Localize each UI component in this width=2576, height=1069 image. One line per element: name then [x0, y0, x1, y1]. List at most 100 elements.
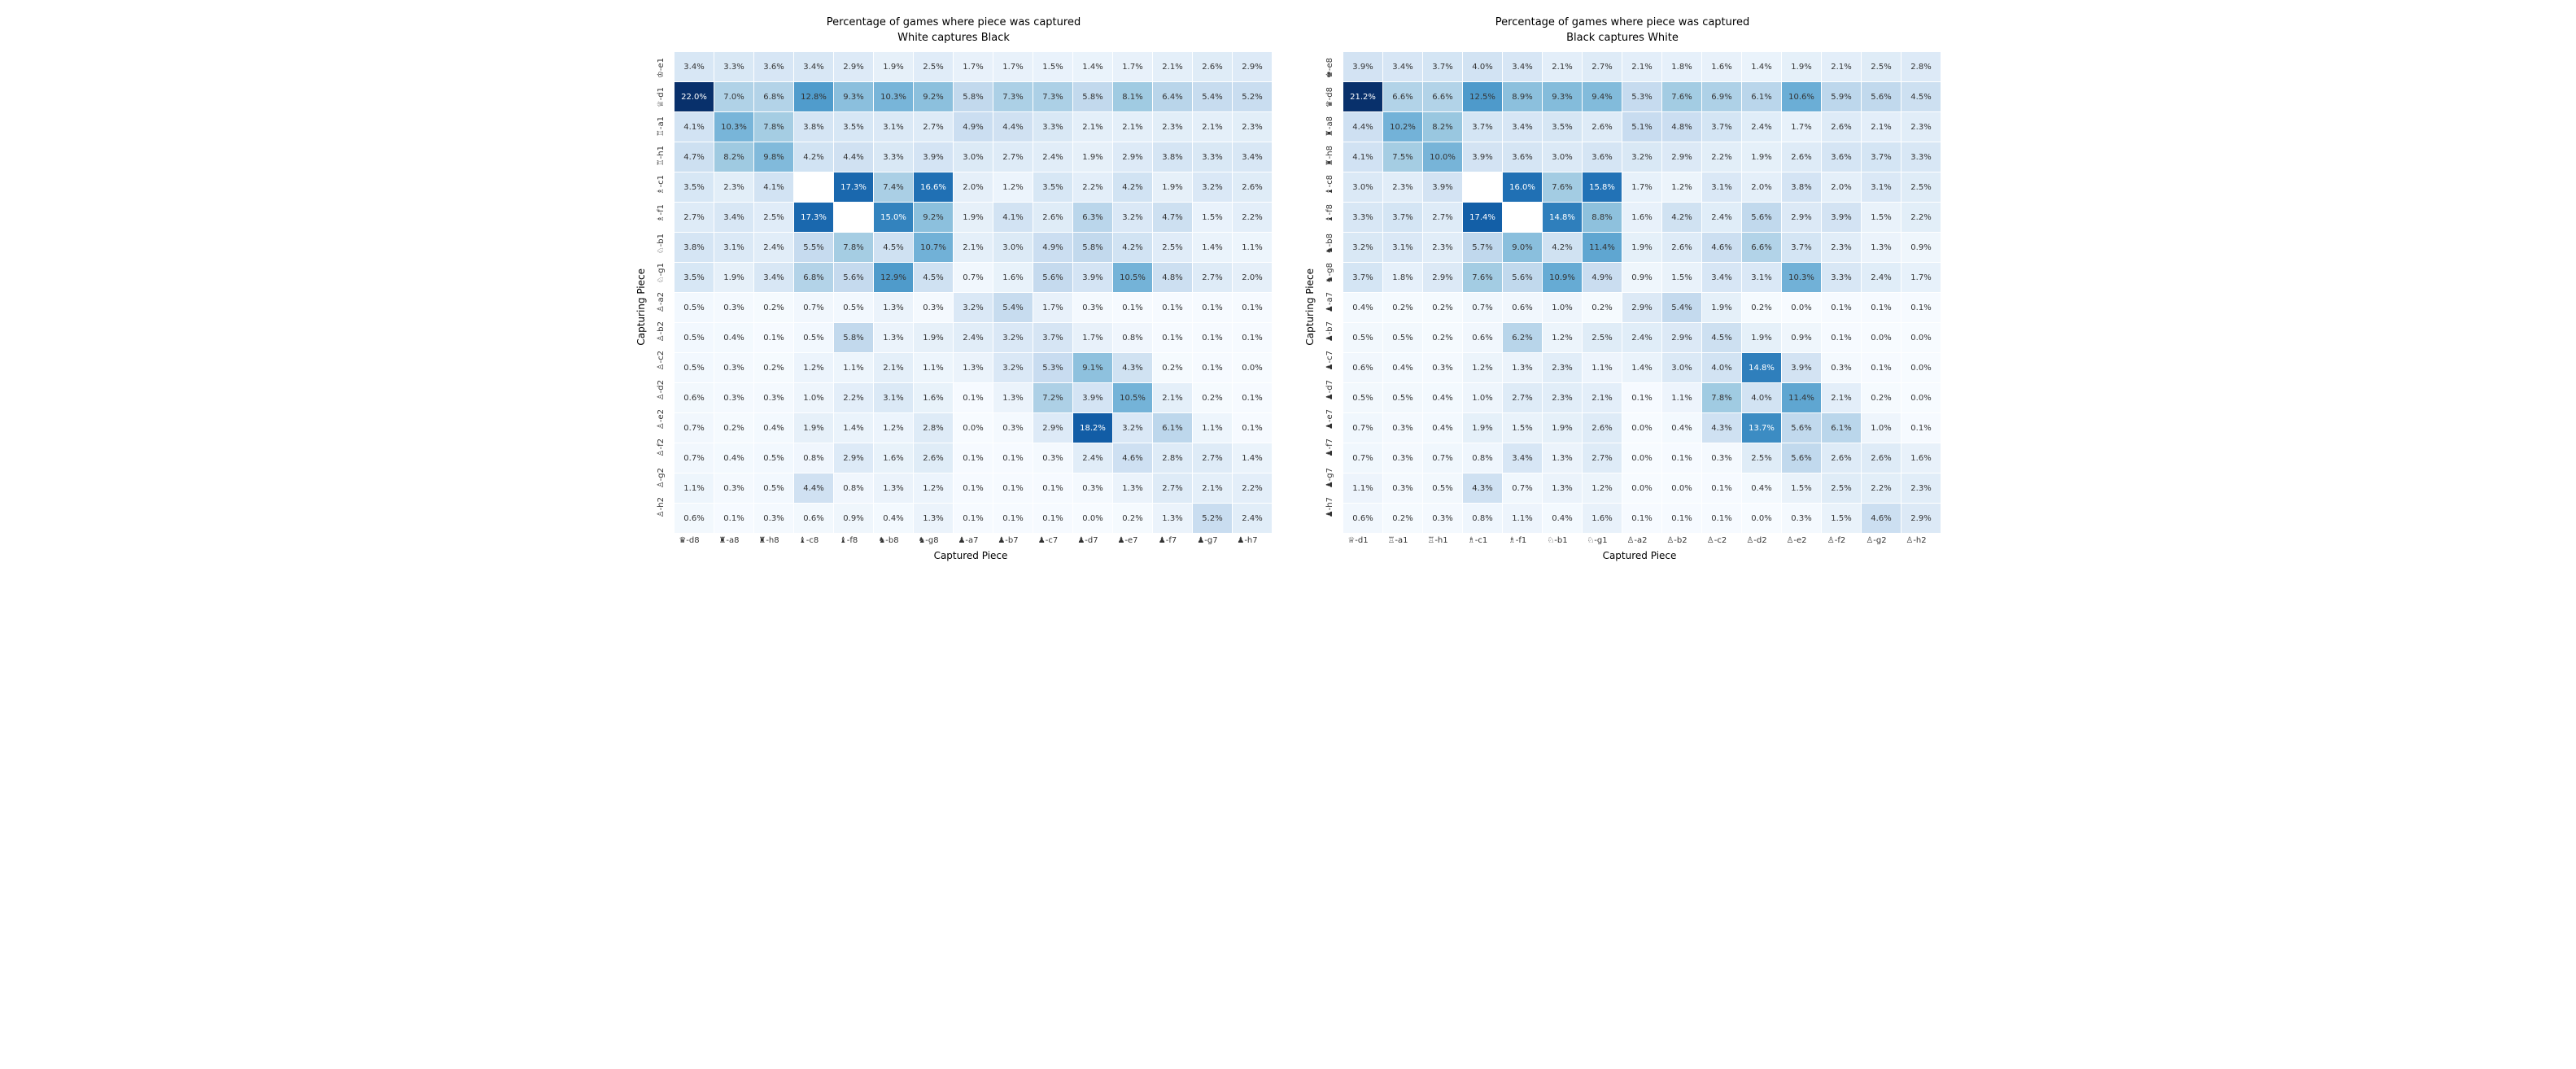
- heatmap-cell: 7.6%: [1463, 263, 1502, 292]
- heatmap-cell: 2.9%: [1782, 203, 1821, 232]
- heatmap-cell: 1.6%: [1583, 504, 1622, 533]
- heatmap-cell: 6.8%: [754, 82, 793, 111]
- heatmap-cell: 2.9%: [1662, 142, 1701, 172]
- heatmap-cell: 3.8%: [794, 112, 833, 142]
- y-tick-label: ♙-a2: [646, 287, 675, 315]
- heatmap-cell: 1.0%: [794, 383, 833, 412]
- heatmap-cell: 0.6%: [1463, 323, 1502, 352]
- heatmap-cell: 1.2%: [794, 353, 833, 382]
- heatmap-cell: 2.1%: [1862, 112, 1901, 142]
- heatmap-body: Capturing Piece♔-e1♕-d1♖-a1♖-h1♗-c1♗-f1♘…: [635, 52, 1272, 561]
- heatmap-cell: 0.7%: [954, 263, 993, 292]
- heatmap-cell: 0.2%: [1742, 293, 1781, 322]
- heatmap-cell: 0.7%: [675, 443, 714, 473]
- chart-title: Percentage of games where piece was capt…: [1304, 16, 1941, 28]
- heatmap-cell: 5.6%: [1862, 82, 1901, 111]
- x-tick-label: ♟-d7: [1068, 536, 1107, 545]
- heatmap-cell: 1.9%: [1742, 323, 1781, 352]
- heatmap-cell: 5.6%: [1782, 413, 1821, 443]
- heatmap-cell: 5.8%: [1073, 233, 1112, 262]
- heatmap-cell: 3.7%: [1702, 112, 1741, 142]
- heatmap-cell: 7.5%: [1383, 142, 1422, 172]
- heatmap-cell: 2.3%: [1543, 353, 1582, 382]
- heatmap-cell: 2.2%: [834, 383, 873, 412]
- heatmap-cell: 2.9%: [1033, 413, 1072, 443]
- x-tick-label: ♟-e7: [1108, 536, 1147, 545]
- heatmap-cell: 1.3%: [1153, 504, 1192, 533]
- heatmap-cell: 4.4%: [1343, 112, 1382, 142]
- heatmap-cell: 0.1%: [714, 504, 753, 533]
- heatmap-cell: 0.2%: [1423, 323, 1462, 352]
- heatmap-cell: 1.7%: [1033, 293, 1072, 322]
- heatmap-cell: 3.4%: [1702, 263, 1741, 292]
- y-axis-label: Capturing Piece: [1304, 268, 1316, 346]
- y-tick-label: ♞-g8: [1315, 258, 1344, 286]
- heatmap-cell: 7.8%: [834, 233, 873, 262]
- heatmap-cell: 0.6%: [1343, 504, 1382, 533]
- heatmap-cell: 17.4%: [1463, 203, 1502, 232]
- heatmap-cell: 2.8%: [1901, 52, 1941, 81]
- x-tick-label: ♝-c8: [789, 536, 828, 545]
- x-tick-label: ♟-c7: [1028, 536, 1068, 545]
- heatmap-cell: 0.4%: [1423, 383, 1462, 412]
- heatmap-cell: 0.3%: [1423, 353, 1462, 382]
- heatmap-cell: 2.4%: [754, 233, 793, 262]
- heatmap-cell: 9.3%: [834, 82, 873, 111]
- heatmap-cell: 4.4%: [834, 142, 873, 172]
- heatmap-cell: 2.8%: [1153, 443, 1192, 473]
- heatmap-cell: 4.5%: [914, 263, 953, 292]
- y-tick-label: ♗-c1: [646, 170, 675, 198]
- heatmap-rows: ♔-e1♕-d1♖-a1♖-h1♗-c1♗-f1♘-b1♘-g1♙-a2♙-b2…: [647, 52, 1272, 533]
- heatmap-cell: 1.3%: [1543, 443, 1582, 473]
- heatmap-cell: 2.4%: [1233, 504, 1272, 533]
- heatmap-cell: 2.2%: [1233, 473, 1272, 503]
- heatmap-cell: 0.5%: [754, 443, 793, 473]
- heatmap-cell: 0.2%: [1383, 504, 1422, 533]
- heatmap-cell: 2.3%: [714, 172, 753, 202]
- heatmap-cell: 2.3%: [1901, 112, 1941, 142]
- heatmap-cell: 2.1%: [1153, 383, 1192, 412]
- y-tick-label: ♜-h8: [1315, 141, 1344, 168]
- heatmap-cell: 6.2%: [1503, 323, 1542, 352]
- heatmap-cell: 1.3%: [874, 293, 913, 322]
- heatmap-cell: 0.0%: [1901, 323, 1941, 352]
- heatmap-cell: 3.9%: [1463, 142, 1502, 172]
- x-tick-label: ♕-d1: [1338, 536, 1378, 545]
- heatmap-cell: 3.9%: [1782, 353, 1821, 382]
- heatmap-cell: 2.1%: [1193, 473, 1232, 503]
- heatmap-cell: 1.1%: [1193, 413, 1232, 443]
- heatmap-cell: 0.7%: [1463, 293, 1502, 322]
- heatmap-cell: 0.0%: [1622, 473, 1661, 503]
- heatmap-cell: 2.1%: [1193, 112, 1232, 142]
- heatmap-cell: 2.5%: [914, 52, 953, 81]
- heatmap-cell: 1.2%: [1463, 353, 1502, 382]
- heatmap-cell: 0.5%: [1423, 473, 1462, 503]
- y-tick-label: ♙-c2: [646, 346, 675, 373]
- heatmap-cell: 0.8%: [834, 473, 873, 503]
- heatmap-cell: 2.9%: [834, 52, 873, 81]
- heatmap-cell: 2.5%: [754, 203, 793, 232]
- heatmap-cell: 2.4%: [1033, 142, 1072, 172]
- heatmap-cell: 0.1%: [1822, 323, 1861, 352]
- heatmap-cell: 2.3%: [1543, 383, 1582, 412]
- heatmap-cell: 1.6%: [1702, 52, 1741, 81]
- x-tick-label: ♜-h8: [749, 536, 788, 545]
- heatmap-cell: 0.1%: [1901, 413, 1941, 443]
- heatmap-cell: 3.2%: [1343, 233, 1382, 262]
- heatmap-cell: 1.7%: [1901, 263, 1941, 292]
- heatmap-cell: 4.2%: [1113, 233, 1152, 262]
- heatmap-cell: 11.4%: [1782, 383, 1821, 412]
- heatmap-cell: 5.2%: [1233, 82, 1272, 111]
- x-tick-label: ♗-c1: [1458, 536, 1497, 545]
- heatmap-cell: 6.6%: [1383, 82, 1422, 111]
- heatmap-cell: 1.5%: [1503, 413, 1542, 443]
- heatmap-cell: 0.4%: [714, 443, 753, 473]
- heatmap-cell: 0.8%: [1113, 323, 1152, 352]
- heatmap-cell: 17.3%: [794, 203, 833, 232]
- heatmap-cell: 0.4%: [754, 413, 793, 443]
- x-tick-label: ♟-h7: [1228, 536, 1267, 545]
- heatmap-cell: 1.6%: [914, 383, 953, 412]
- heatmap-cell: 7.3%: [993, 82, 1033, 111]
- heatmap-cell: 4.8%: [1662, 112, 1701, 142]
- heatmap-cell: 0.3%: [714, 353, 753, 382]
